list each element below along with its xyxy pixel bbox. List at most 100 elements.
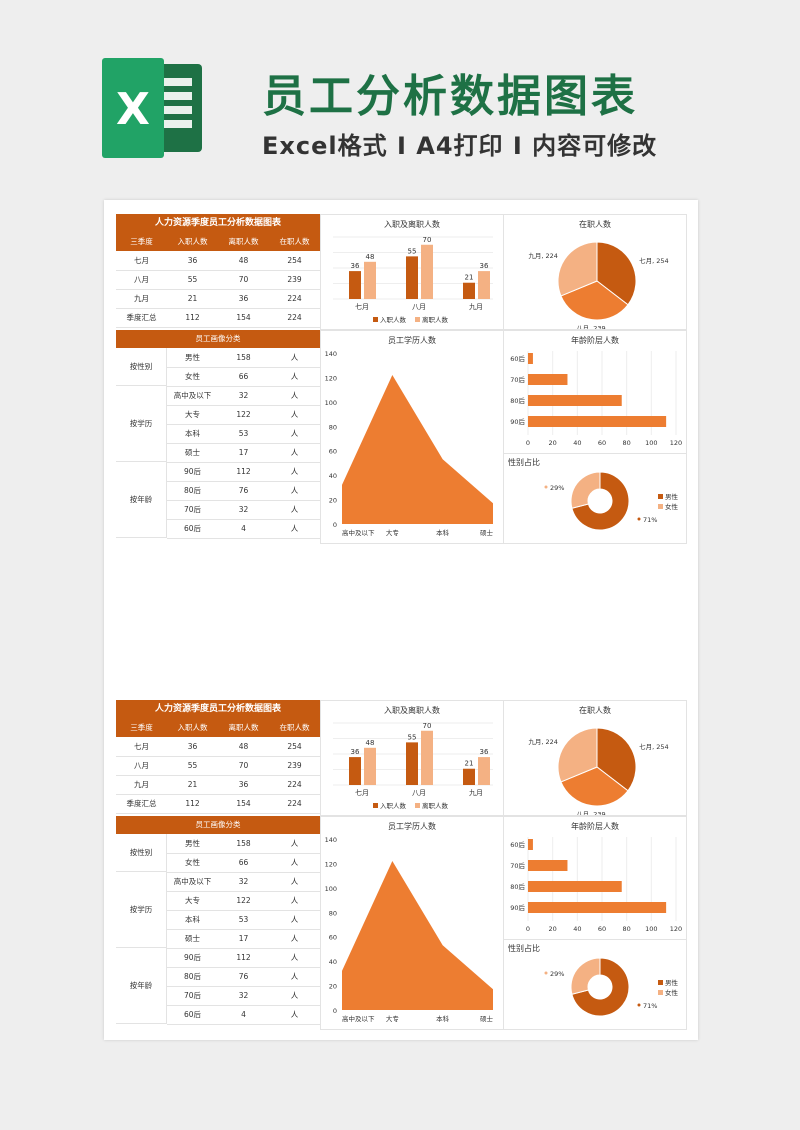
slice-label: 八月, 239 bbox=[576, 811, 606, 815]
portrait-row: 90后 112 人 bbox=[167, 948, 320, 968]
portrait-item-label: 硕士 bbox=[185, 448, 200, 457]
data-label: 21 bbox=[465, 274, 474, 282]
portrait-item-value: 32 bbox=[238, 991, 249, 1000]
pie-slice bbox=[560, 766, 629, 807]
table-cell: 七月 bbox=[134, 256, 149, 265]
slice-label: 八月, 239 bbox=[576, 325, 606, 329]
portrait-group-label: 按性别 bbox=[116, 348, 167, 386]
portrait-row: 本科 53 人 bbox=[167, 424, 320, 444]
table-row: 九月 21 36 224 bbox=[116, 289, 320, 309]
portrait-item-value: 66 bbox=[238, 858, 249, 867]
portrait-row: 大专 122 人 bbox=[167, 891, 320, 911]
legend-swatch bbox=[415, 317, 420, 322]
legend-label: 女性 bbox=[665, 988, 679, 997]
portrait-item-label: 女性 bbox=[185, 372, 200, 381]
area-series bbox=[342, 860, 493, 1010]
tick-label: 80 bbox=[329, 909, 337, 917]
tick-label: 大专 bbox=[386, 1014, 400, 1023]
hire-leave-chart: 入职及离职人数 36 48 七月 55 70 八月 21 36 九月 入职人数 离职人数 bbox=[320, 214, 504, 330]
portrait-item-label: 70后 bbox=[183, 505, 202, 514]
bar bbox=[364, 261, 376, 299]
bar bbox=[528, 395, 622, 406]
portrait-group-label: 按学历 bbox=[116, 872, 167, 948]
gender-donut-chart: 性别占比 71% 29% 男性 女性 bbox=[503, 453, 687, 544]
table-cell: 55 bbox=[187, 275, 198, 284]
table-cell: 八月 bbox=[134, 275, 149, 284]
table-cell: 36 bbox=[238, 294, 249, 303]
bar bbox=[406, 742, 418, 785]
tick-label: 120 bbox=[325, 374, 337, 382]
legend-label: 离职人数 bbox=[422, 315, 449, 324]
legend-label: 入职人数 bbox=[380, 801, 407, 810]
portrait-item-unit: 人 bbox=[290, 972, 299, 981]
portrait-item-value: 17 bbox=[238, 448, 249, 457]
table-cell: 154 bbox=[236, 313, 251, 322]
tick-label: 0 bbox=[333, 1007, 337, 1015]
portrait-item-unit: 人 bbox=[290, 486, 299, 495]
table-header: 三季度 入职人数 离职人数 在职人数 bbox=[116, 232, 320, 251]
tick-label: 60 bbox=[329, 448, 337, 456]
tick-label: 硕士 bbox=[480, 1014, 494, 1023]
data-label: 48 bbox=[366, 739, 375, 747]
tick-label: 20 bbox=[329, 983, 337, 991]
chart-title: 员工学历人数 bbox=[388, 821, 436, 831]
portrait-item-unit: 人 bbox=[290, 877, 299, 886]
tick-label: 100 bbox=[325, 399, 337, 407]
bar bbox=[528, 860, 568, 871]
table-cell: 70 bbox=[238, 761, 249, 770]
tick-label: 100 bbox=[645, 925, 657, 933]
chart-title: 年龄阶层人数 bbox=[571, 821, 619, 831]
header-cell: 离职人数 bbox=[228, 723, 259, 732]
portrait-item-value: 76 bbox=[238, 486, 249, 495]
portrait-item-value: 66 bbox=[238, 372, 249, 381]
portrait-row: 本科 53 人 bbox=[167, 910, 320, 930]
portrait-item-value: 53 bbox=[238, 915, 249, 924]
tick-label: 40 bbox=[329, 958, 337, 966]
donut-slice bbox=[570, 471, 601, 509]
tick-label: 九月 bbox=[469, 302, 483, 311]
table-row: 季度汇总 112 154 224 bbox=[116, 308, 320, 328]
table-cell: 55 bbox=[187, 761, 198, 770]
table-cell: 70 bbox=[238, 275, 249, 284]
portrait-row: 高中及以下 32 人 bbox=[167, 872, 320, 892]
tick-label: 八月 bbox=[412, 789, 426, 797]
portrait-title: 员工画像分类 bbox=[116, 816, 320, 834]
dashboard-block: 人力资源季度员工分析数据图表 三季度 入职人数 离职人数 在职人数 七月 36 48… bbox=[116, 700, 687, 1030]
portrait-item-unit: 人 bbox=[290, 524, 299, 533]
table-cell: 48 bbox=[238, 742, 249, 751]
table-header: 三季度 入职人数 离职人数 在职人数 bbox=[116, 718, 320, 737]
table-cell: 季度汇总 bbox=[126, 313, 157, 322]
table-row: 八月 55 70 239 bbox=[116, 270, 320, 290]
portrait-row: 80后 76 人 bbox=[167, 481, 320, 501]
tick-label: 100 bbox=[645, 439, 657, 447]
portrait-item-label: 80后 bbox=[183, 972, 202, 981]
bar bbox=[421, 244, 433, 299]
legend-swatch bbox=[658, 504, 663, 509]
portrait-item-value: 112 bbox=[236, 467, 251, 476]
portrait-item-label: 60后 bbox=[183, 524, 202, 533]
table-cell: 224 bbox=[287, 313, 302, 322]
table-row: 七月 36 48 254 bbox=[116, 737, 320, 757]
tick-label: 60 bbox=[598, 925, 606, 933]
portrait-item-unit: 人 bbox=[290, 934, 299, 943]
legend-swatch bbox=[415, 803, 420, 808]
header-cell: 在职人数 bbox=[279, 237, 310, 246]
tick-label: 0 bbox=[333, 521, 337, 529]
portrait-item-label: 90后 bbox=[183, 953, 202, 962]
bar bbox=[349, 757, 361, 785]
slice-label: 七月, 254 bbox=[639, 742, 669, 751]
bar bbox=[364, 747, 376, 785]
legend-label: 入职人数 bbox=[380, 315, 407, 324]
data-label: 36 bbox=[351, 748, 360, 756]
slice-label: 29% bbox=[550, 970, 564, 978]
legend-swatch bbox=[658, 980, 663, 985]
page-title: 员工分析数据图表 bbox=[262, 71, 638, 122]
donut-slice bbox=[570, 957, 601, 995]
spreadsheet-preview: 人力资源季度员工分析数据图表 三季度 入职人数 离职人数 在职人数 七月 36 48… bbox=[104, 200, 698, 1040]
portrait-item-value: 32 bbox=[238, 391, 249, 400]
portrait-row: 大专 122 人 bbox=[167, 405, 320, 425]
bar bbox=[478, 271, 490, 299]
portrait-item-label: 高中及以下 bbox=[173, 391, 212, 400]
portrait-item-value: 53 bbox=[238, 429, 249, 438]
chart-title: 员工学历人数 bbox=[388, 335, 436, 345]
